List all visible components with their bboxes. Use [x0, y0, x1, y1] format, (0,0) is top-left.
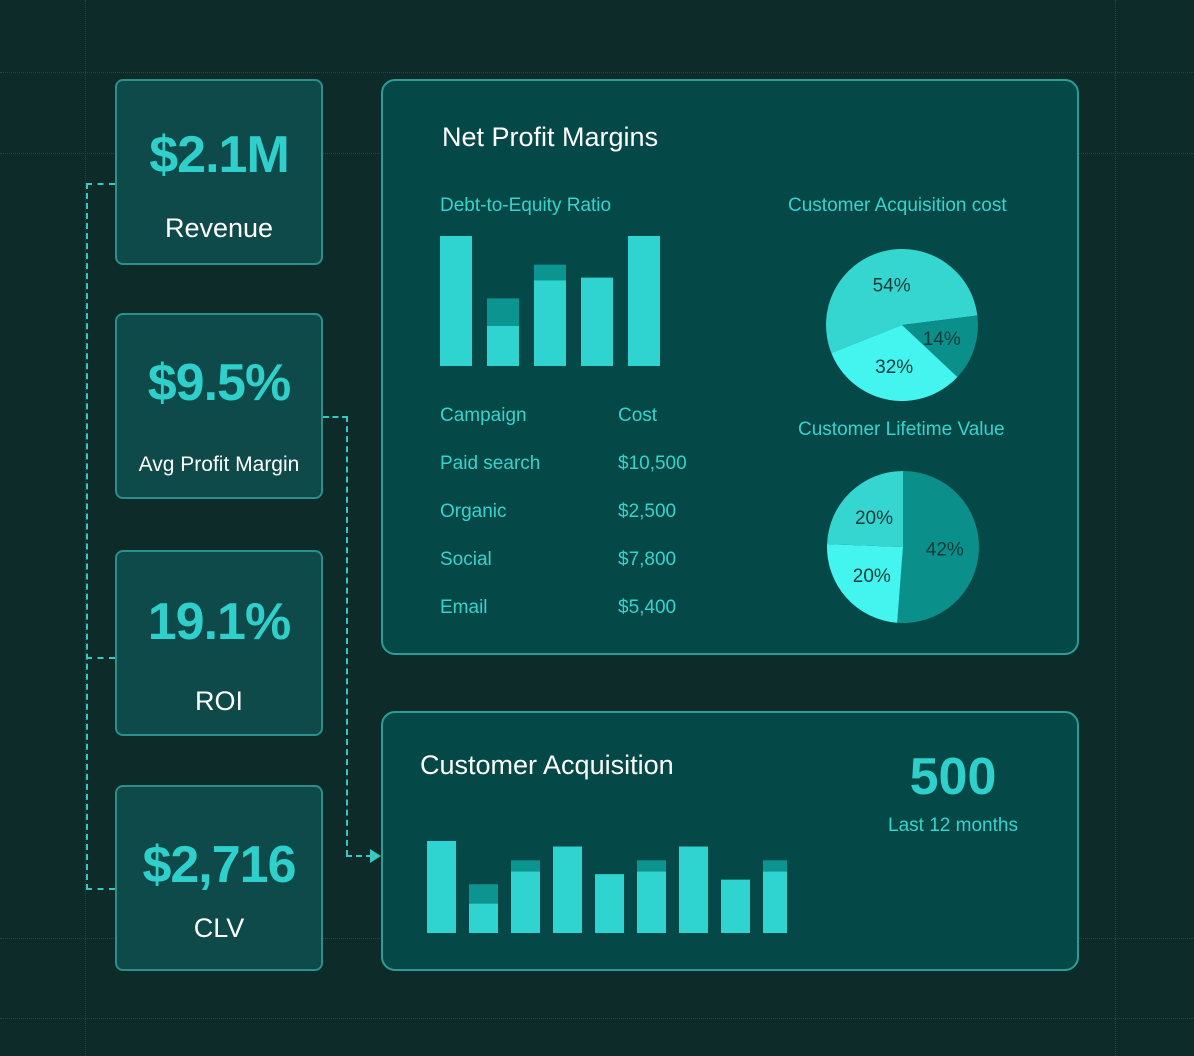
table-cell-campaign: Social — [440, 549, 492, 570]
connector-right — [323, 416, 348, 856]
bar — [511, 871, 540, 933]
pie-label: 42% — [926, 540, 964, 561]
table-header-campaign: Campaign — [440, 405, 527, 426]
connector-left — [86, 183, 115, 890]
grid-line — [0, 1018, 1194, 1019]
bar — [440, 236, 472, 366]
kpi-value: $2.1M — [149, 126, 290, 184]
bar — [534, 280, 566, 366]
bar-segment — [469, 884, 498, 904]
kpi-label: ROI — [194, 686, 243, 716]
table-cell-campaign: Organic — [440, 501, 507, 522]
bar — [637, 871, 666, 933]
grid-line — [85, 0, 86, 1056]
connector-roi — [86, 657, 115, 659]
pie-slice — [827, 471, 903, 547]
pie-slice — [897, 471, 979, 623]
kpi-value: $9.5% — [147, 354, 291, 412]
grid-line — [1115, 0, 1116, 1056]
cac-label: Customer Acquisition cost — [788, 195, 1007, 216]
kpi-label: Avg Profit Margin — [138, 453, 300, 476]
pie-label: 54% — [873, 276, 911, 297]
table-cell-cost: $2,500 — [618, 501, 677, 522]
kpi-card-clv[interactable]: $2,716 CLV — [115, 785, 323, 971]
kpi-label: CLV — [193, 913, 245, 943]
net-profit-panel: Net Profit Margins Debt-to-Equity Ratio … — [381, 79, 1079, 655]
arrow-icon — [370, 849, 381, 863]
bar-segment — [763, 860, 787, 872]
pie-label: 20% — [853, 566, 891, 587]
pie-label: 20% — [855, 508, 893, 529]
bar — [595, 874, 624, 933]
cac-pie-chart: 54% 14% 32% — [826, 248, 978, 401]
bar — [581, 277, 613, 366]
acquisition-count: 500 — [909, 748, 997, 806]
debt-equity-chart — [440, 236, 660, 366]
bar — [427, 841, 456, 933]
bar — [679, 846, 708, 933]
kpi-card-profit-margin[interactable]: $9.5% Avg Profit Margin — [115, 313, 323, 499]
table-cell-campaign: Paid search — [440, 453, 541, 474]
panel-title: Customer Acquisition — [420, 750, 674, 780]
bar-segment — [487, 298, 519, 326]
kpi-value: $2,716 — [142, 836, 296, 894]
table-cell-campaign: Email — [440, 597, 488, 618]
kpi-card-roi[interactable]: 19.1% ROI — [115, 550, 323, 736]
kpi-card-revenue[interactable]: $2.1M Revenue — [115, 79, 323, 265]
table-cell-cost: $5,400 — [618, 597, 677, 618]
customer-acquisition-panel: Customer Acquisition 500 Last 12 months — [381, 711, 1079, 971]
grid-line — [0, 72, 1194, 73]
connector-right-end — [346, 855, 372, 857]
bar — [487, 325, 519, 366]
bar-segment — [637, 860, 666, 872]
kpi-value: 19.1% — [147, 593, 291, 651]
panel-title: Net Profit Margins — [442, 122, 659, 152]
bar-segment — [534, 264, 566, 281]
debt-equity-label: Debt-to-Equity Ratio — [440, 195, 612, 216]
bar — [628, 236, 660, 366]
kpi-label: Revenue — [164, 213, 274, 243]
table-cell-cost: $7,800 — [618, 549, 677, 570]
clv-label: Customer Lifetime Value — [798, 419, 1005, 440]
acquisition-period: Last 12 months — [888, 815, 1018, 836]
table-cell-cost: $10,500 — [618, 453, 687, 474]
clv-pie-chart: 42% 20% 20% — [827, 471, 979, 623]
table-header-cost: Cost — [618, 405, 658, 426]
pie-label: 32% — [875, 357, 913, 378]
bar — [469, 903, 498, 933]
bar — [721, 879, 750, 933]
pie-slice — [902, 315, 978, 378]
bar-segment — [511, 860, 540, 872]
bar — [763, 871, 787, 933]
pie-slice — [827, 544, 903, 623]
customer-acquisition-chart — [427, 841, 787, 933]
pie-slice — [831, 325, 958, 401]
pie-slice — [826, 248, 978, 353]
bar — [553, 846, 582, 933]
pie-label: 14% — [923, 329, 961, 350]
